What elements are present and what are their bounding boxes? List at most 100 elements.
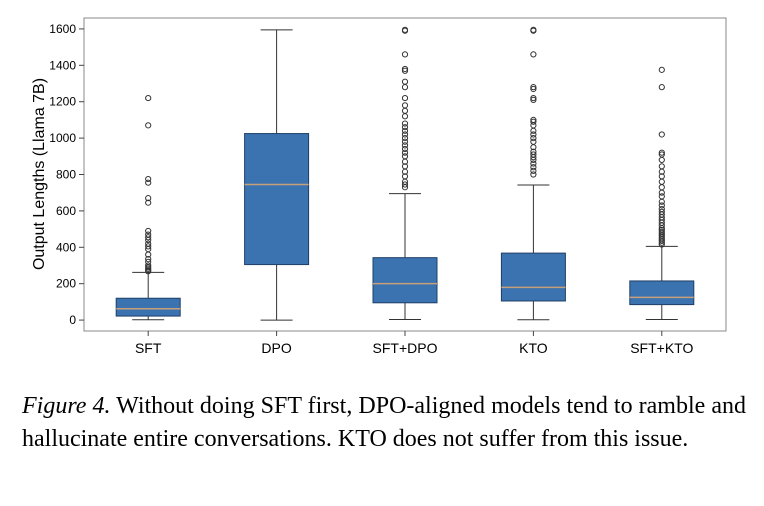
outlier-point <box>658 202 665 209</box>
box-iqr <box>629 280 695 306</box>
outlier-point <box>530 138 537 145</box>
outlier-point <box>145 234 152 241</box>
outlier-point <box>401 120 409 127</box>
outlier-point <box>401 173 409 180</box>
box-group <box>115 94 181 321</box>
y-tick-label: 400 <box>56 240 76 254</box>
box-group <box>500 26 566 321</box>
outlier-point <box>530 148 537 155</box>
outlier-point <box>530 116 537 124</box>
box-plot-chart: 0 200 400 600 800 1000 1200 1400 1600 SFT DPO SFT+… <box>31 17 727 356</box>
outlier-point <box>145 175 152 183</box>
outlier-point <box>145 231 152 238</box>
outlier-point <box>401 51 409 58</box>
y-tick-label: 600 <box>56 204 76 218</box>
outlier-point <box>145 262 152 269</box>
y-tick-label: 1000 <box>49 131 76 145</box>
outlier-point <box>658 131 665 138</box>
box-iqr <box>244 133 310 266</box>
x-tick-label: KTO <box>519 340 548 356</box>
outlier-point <box>530 85 537 93</box>
outlier-point <box>401 163 409 170</box>
box-iqr <box>372 257 438 304</box>
outlier-point <box>145 195 152 202</box>
figure-label: Figure 4. <box>22 393 111 419</box>
outlier-point <box>658 189 665 196</box>
outlier-point <box>401 135 409 142</box>
outlier-point <box>401 138 409 145</box>
outlier-point <box>401 145 409 153</box>
y-axis: 0 200 400 600 800 1000 1200 1400 1600 <box>49 22 84 327</box>
caption-text: Without doing SFT first, DPO-aligned mod… <box>22 393 746 452</box>
outlier-point <box>530 167 537 174</box>
box-group <box>372 26 438 321</box>
outlier-point <box>658 226 665 234</box>
outlier-point <box>530 171 537 178</box>
outlier-point <box>401 78 409 85</box>
box-series <box>115 26 695 321</box>
outlier-point <box>530 51 537 58</box>
outlier-point <box>658 84 665 91</box>
outlier-point <box>145 258 152 265</box>
outlier-point <box>401 26 409 33</box>
outlier-point <box>530 135 537 142</box>
outlier-point <box>401 67 409 74</box>
outlier-point <box>401 149 409 156</box>
y-tick-label: 200 <box>56 277 76 291</box>
outlier-point <box>658 205 665 213</box>
outlier-point <box>401 94 409 102</box>
x-tick-label: SFT+DPO <box>373 340 438 356</box>
outlier-point <box>658 156 665 164</box>
outlier-point <box>530 160 537 167</box>
x-tick-label: SFT+KTO <box>630 340 693 356</box>
x-tick-label: DPO <box>261 340 291 356</box>
outlier-point <box>145 94 152 102</box>
outlier-point <box>530 26 537 33</box>
y-tick-label: 1400 <box>49 58 76 72</box>
outlier-point <box>401 84 409 91</box>
outlier-point <box>658 173 665 180</box>
outlier-point <box>658 228 665 235</box>
figure-caption: Figure 4. Without doing SFT first, DPO-a… <box>22 390 746 456</box>
outlier-point <box>530 94 537 102</box>
outlier-point <box>145 240 152 247</box>
outlier-point <box>145 122 152 129</box>
outlier-point <box>145 199 152 206</box>
box-iqr <box>115 297 181 317</box>
outlier-point <box>145 256 152 263</box>
outlier-point <box>530 127 537 134</box>
outlier-point <box>401 127 409 134</box>
outlier-point <box>401 102 409 109</box>
outlier-point <box>145 243 152 250</box>
x-tick-label: SFT <box>135 340 162 356</box>
outlier-point <box>401 124 409 131</box>
outlier-point <box>658 151 665 158</box>
outlier-point <box>658 66 665 73</box>
outlier-point <box>658 193 665 200</box>
y-axis-label: Output Lengths (Llama 7B) <box>31 78 48 270</box>
outlier-point <box>658 184 665 191</box>
box-group <box>244 29 310 321</box>
x-axis: SFT DPO SFT+DPO KTO SFT+KTO <box>135 331 693 356</box>
outlier-point <box>530 96 537 103</box>
outlier-point <box>658 198 665 205</box>
outlier-point <box>530 151 537 158</box>
y-tick-label: 1200 <box>49 95 76 109</box>
outlier-point <box>145 179 152 186</box>
outlier-point <box>658 149 665 156</box>
y-tick-label: 800 <box>56 168 76 182</box>
outlier-point <box>401 131 409 138</box>
outlier-point <box>658 163 665 170</box>
y-tick-label: 0 <box>69 313 76 327</box>
outlier-point <box>530 84 537 91</box>
outlier-point <box>401 107 409 114</box>
box-group <box>629 66 695 321</box>
outlier-point <box>401 65 409 73</box>
outlier-point <box>530 131 537 138</box>
outlier-point <box>530 164 537 171</box>
outlier-point <box>401 113 409 120</box>
outlier-point <box>658 178 665 185</box>
outlier-point <box>401 153 409 160</box>
outlier-point <box>401 142 409 149</box>
y-tick-label: 1600 <box>49 22 76 36</box>
